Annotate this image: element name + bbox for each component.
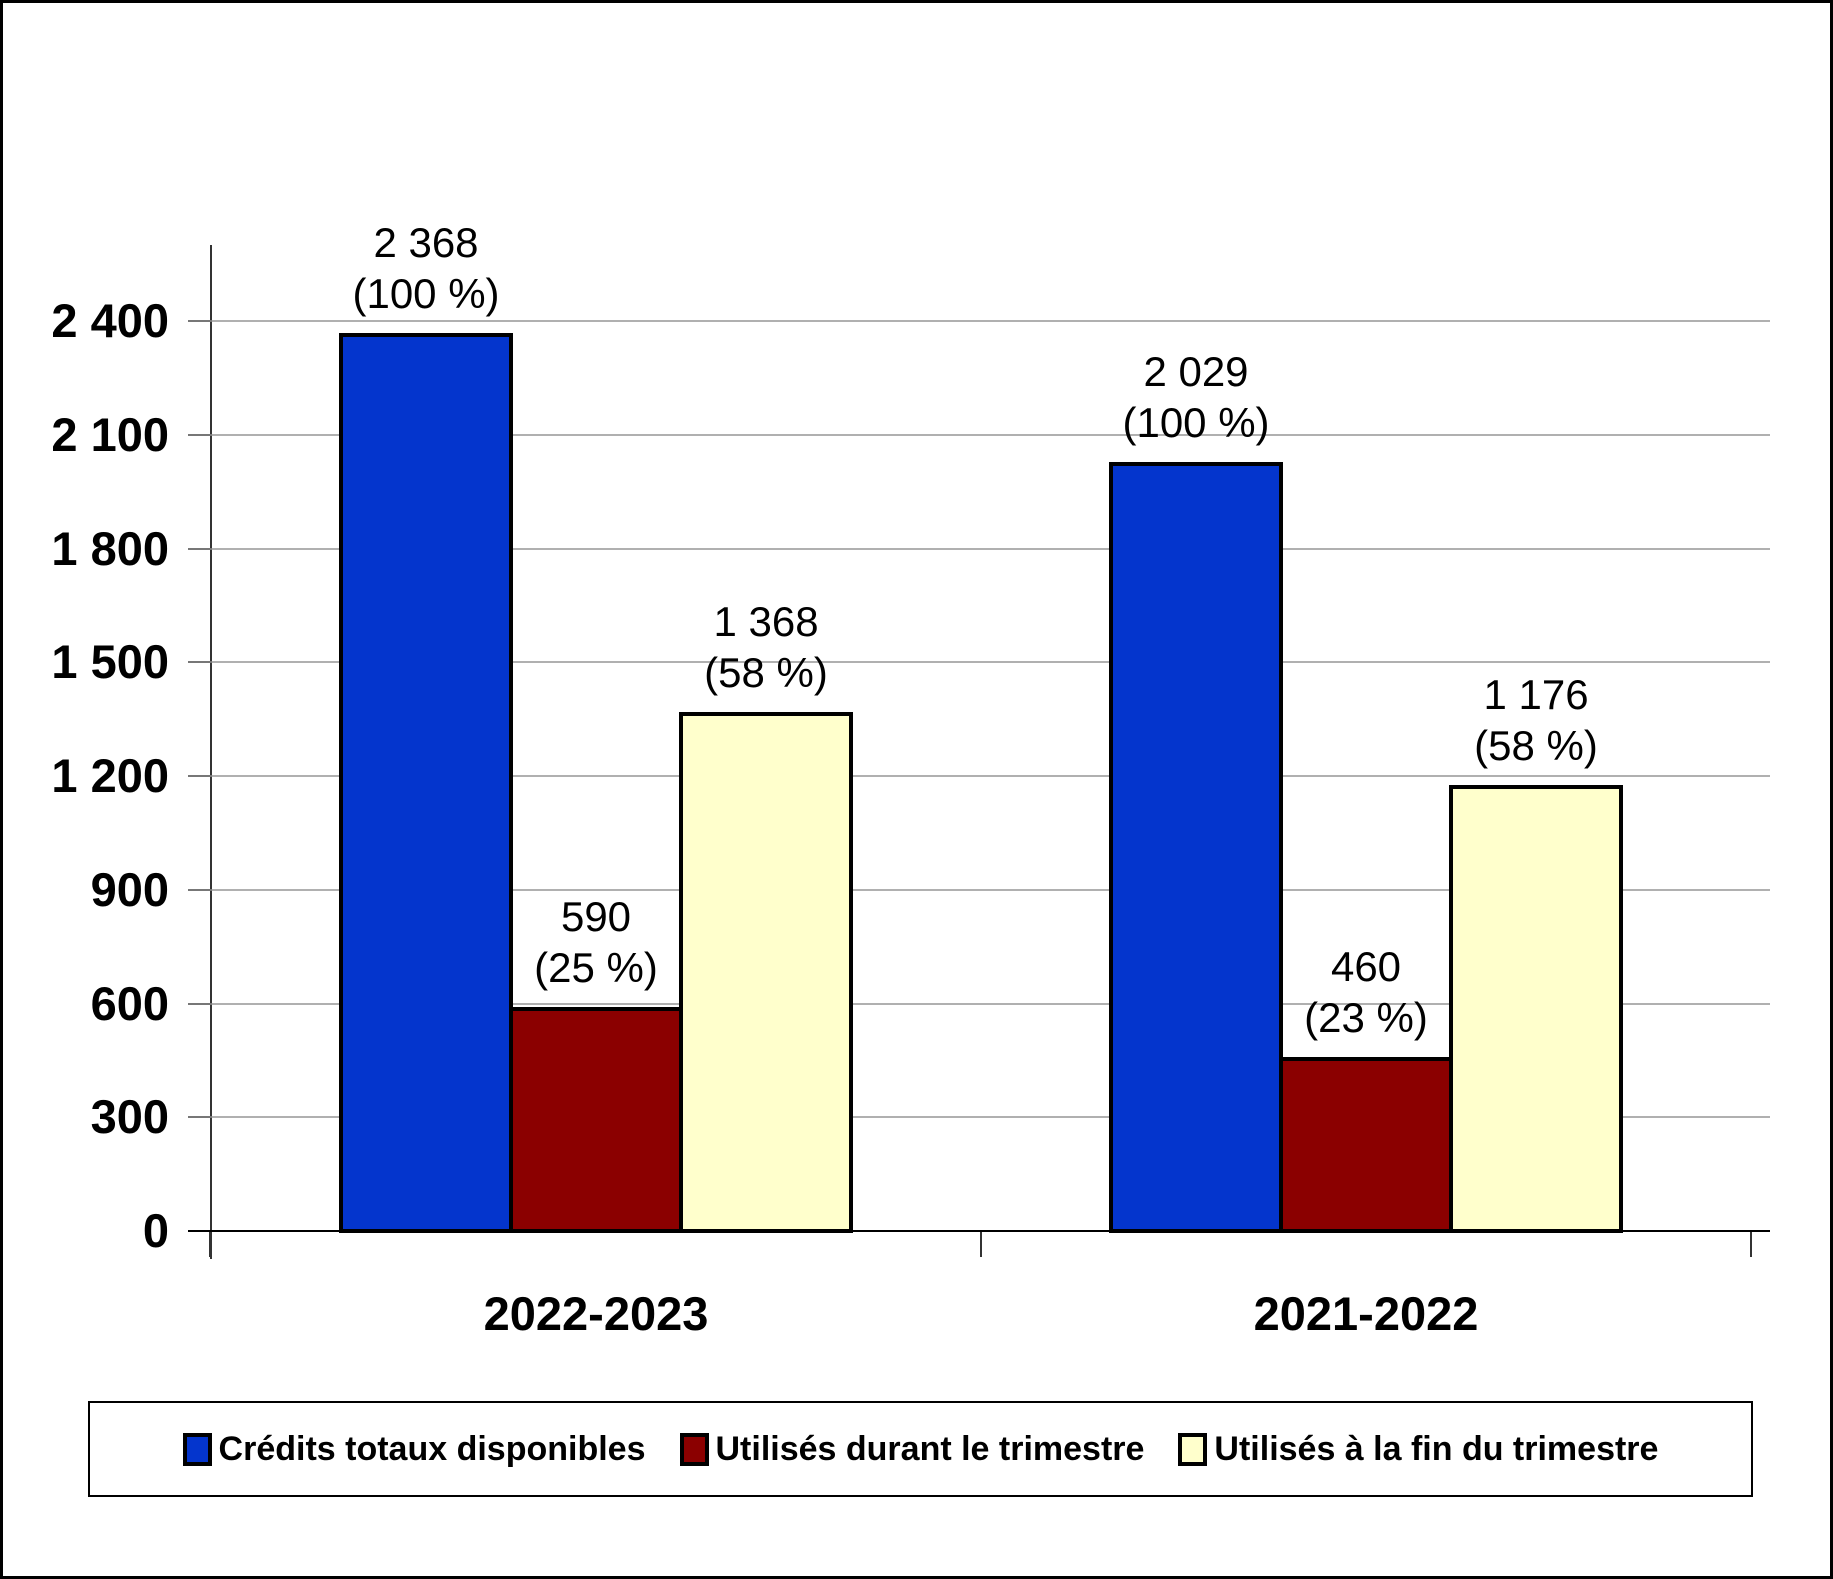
bar	[1279, 1056, 1453, 1233]
legend-label: Utilisés à la fin du trimestre	[1214, 1429, 1659, 1468]
y-tick	[188, 775, 212, 777]
data-label: 460 (23 %)	[1304, 942, 1428, 1041]
x-tick	[1750, 1231, 1752, 1257]
y-tick	[188, 1116, 212, 1119]
y-tick	[188, 661, 212, 664]
x-tick	[209, 1231, 211, 1257]
x-tick	[980, 1231, 982, 1257]
gridline	[210, 1002, 1770, 1005]
gridline	[210, 547, 1770, 550]
category-label: 2021-2022	[1253, 1287, 1479, 1340]
bar	[1449, 785, 1623, 1233]
legend: Crédits totaux disponibles Utilisés duran…	[88, 1401, 1753, 1497]
gridline	[210, 775, 1770, 777]
data-label: 2 029 (100 %)	[1122, 347, 1270, 446]
y-tick-label: 300	[90, 1090, 169, 1144]
y-tick	[188, 1002, 212, 1005]
legend-label: Crédits totaux disponibles	[218, 1429, 646, 1468]
y-tick	[188, 433, 212, 436]
data-label: 1 368 (58 %)	[704, 598, 828, 697]
legend-item: Utilisés à la fin du trimestre	[1178, 1430, 1658, 1469]
legend-item: Crédits totaux disponibles	[182, 1429, 646, 1469]
y-tick-label: 900	[90, 862, 169, 916]
y-axis-line	[210, 245, 212, 1259]
y-tick-label: 1 800	[51, 521, 169, 575]
y-tick-label: 2 400	[51, 294, 169, 347]
gridline	[210, 320, 1770, 322]
y-tick	[188, 547, 212, 550]
bar	[679, 712, 853, 1233]
bar	[1109, 461, 1283, 1233]
y-tick-label: 600	[90, 976, 169, 1030]
legend-swatch-icon	[1178, 1432, 1208, 1466]
x-axis-line	[188, 1230, 1770, 1232]
legend-swatch-icon	[182, 1432, 212, 1466]
gridline	[210, 661, 1770, 664]
gridline	[210, 1116, 1770, 1119]
legend-item: Utilisés durant le trimestre	[679, 1429, 1145, 1469]
y-tick	[188, 320, 212, 322]
y-tick	[188, 888, 212, 891]
category-label: 2022-2023	[483, 1287, 709, 1340]
gridline	[210, 433, 1770, 436]
y-tick-label: 2 100	[51, 407, 169, 461]
data-label: 1 176 (58 %)	[1474, 671, 1598, 770]
bar	[339, 333, 513, 1233]
data-label: 2 368 (100 %)	[352, 219, 500, 318]
legend-swatch-icon	[679, 1432, 709, 1466]
y-tick-label: 0	[142, 1204, 169, 1257]
y-tick-label: 1 500	[51, 635, 169, 689]
y-tick-label: 1 200	[51, 749, 169, 802]
legend-label: Utilisés durant le trimestre	[715, 1429, 1145, 1468]
data-label: 590 (25 %)	[534, 893, 658, 992]
bar	[509, 1007, 683, 1233]
gridline	[210, 888, 1770, 891]
